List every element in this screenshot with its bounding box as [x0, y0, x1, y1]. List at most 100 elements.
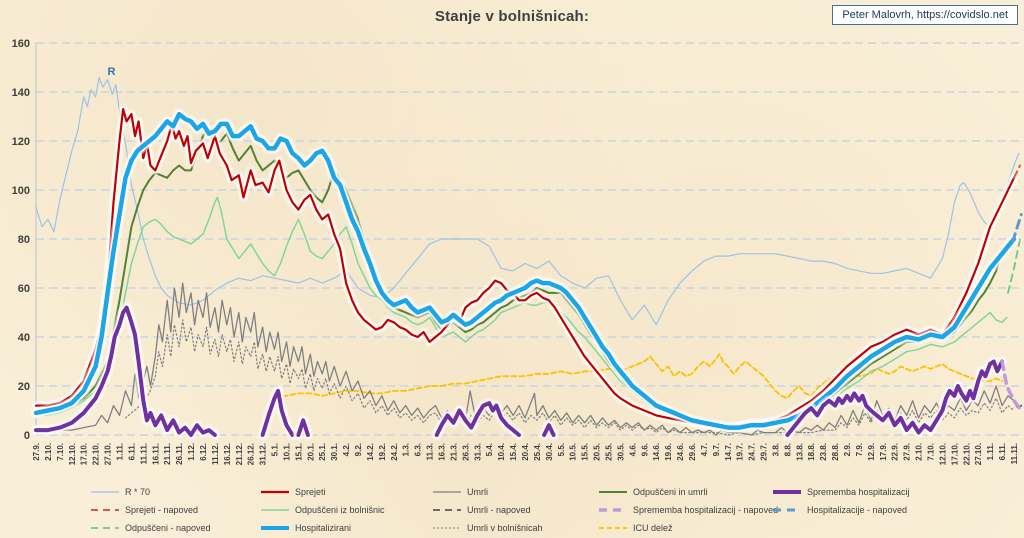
x-axis-tick-label: 25.4.	[533, 443, 542, 461]
x-axis-tick-label: 30.4.	[545, 443, 554, 461]
legend-label: Sprememba hospitalizacij	[807, 487, 910, 497]
x-axis-tick-label: 16.3.	[438, 443, 447, 461]
legend-label: Odpuščeni in umrli	[633, 487, 708, 497]
legend-swatch-odpusceni_in_umrli	[599, 491, 627, 493]
x-axis-tick-label: 31.12.	[259, 443, 268, 465]
legend-item-odpusceni_in_umrli: Odpuščeni in umrli	[598, 483, 772, 501]
x-axis-tick-label: 29.6.	[688, 443, 697, 461]
x-axis-tick-label: 19.2.	[378, 443, 387, 461]
x-axis-tick-label: 1.3.	[402, 443, 411, 456]
x-axis-tick-label: 4.7.	[700, 443, 709, 456]
x-axis-tick-label: 30.5.	[616, 443, 625, 461]
legend-item-sprejeti_napoved: Sprejeti - napoved	[90, 501, 260, 519]
x-axis-tick-label: 22.10.	[92, 443, 101, 465]
y-axis-tick-label: 120	[12, 136, 30, 148]
x-axis-tick-label: 1.11.	[115, 443, 124, 460]
x-axis-tick-label: 14.2.	[366, 443, 375, 461]
legend-label: Sprejeti	[295, 487, 326, 497]
legend-label: Hospitalizirani	[295, 523, 352, 533]
x-axis-tick-label: 10.5.	[569, 443, 578, 461]
legend-swatch-umrli_v_boln	[433, 527, 461, 529]
legend-swatch-umrli	[433, 491, 461, 493]
series-line-sprememba	[785, 359, 1005, 437]
x-axis-tick-label: 17.10.	[950, 443, 959, 465]
r-annotation: R	[108, 66, 116, 78]
x-axis-tick-label: 10.4.	[497, 443, 506, 461]
x-axis-tick-label: 9.6.	[640, 443, 649, 456]
series-glow	[32, 110, 1018, 432]
x-axis-tick-label: 16.11.	[151, 443, 160, 465]
x-axis-tick-label: 27.10.	[974, 443, 983, 465]
legend-label: Odpuščeni iz bolnišnic	[295, 505, 385, 515]
x-axis-tick-label: 4.6.	[628, 443, 637, 456]
legend-label: Odpuščeni - napoved	[125, 523, 211, 533]
chart-title: Stanje v bolnišnicah:	[434, 8, 590, 25]
legend-item-sprejeti: Sprejeti	[260, 483, 432, 501]
legend-item-umrli: Umrli	[432, 483, 598, 501]
legend-item-odpusceni_napoved: Odpuščeni - napoved	[90, 519, 260, 537]
x-axis-tick-label: 17.10.	[80, 443, 89, 465]
x-axis-tick-label: 24.6.	[676, 443, 685, 461]
x-axis-tick-label: 30.1.	[330, 443, 339, 461]
legend-label: Umrli v bolnišnicah	[467, 523, 543, 533]
x-axis-tick-label: 12.10.	[938, 443, 947, 465]
x-axis-tick-label: 11.11.	[1010, 443, 1019, 464]
y-axis-tick-label: 160	[12, 38, 30, 50]
x-axis-tick-label: 5.4.	[485, 443, 494, 456]
x-axis-tick-label: 21.3.	[449, 443, 458, 461]
legend-item-hospitalizirani: Hospitalizirani	[260, 519, 432, 537]
y-axis-tick-label: 140	[12, 87, 30, 99]
x-axis-tick-label: 27.9.	[903, 443, 912, 461]
x-axis-tick-label: 1.12.	[187, 443, 196, 461]
x-axis-tick-label: 9.2.	[354, 443, 363, 456]
legend-swatch-umrli_napoved	[433, 509, 461, 511]
legend-swatch-hosp_napoved	[773, 508, 801, 512]
legend-swatch-sprememba_napoved	[599, 508, 627, 512]
legend-swatch-hospitalizirani	[261, 526, 289, 530]
x-axis-tick-label: 3.8.	[771, 443, 780, 456]
series-glow	[33, 106, 1017, 431]
legend-swatch-odpusceni_napoved	[91, 527, 119, 529]
x-axis-tick-label: 27.9.	[32, 443, 41, 461]
series-glow	[30, 302, 221, 441]
legend-label: Umrli - napoved	[467, 505, 531, 515]
legend-label: R * 70	[125, 487, 151, 497]
series-line-sprejeti_napoved	[1013, 164, 1021, 179]
y-axis-tick-label: 80	[18, 234, 30, 246]
series-glow	[30, 108, 1020, 434]
x-axis-tick-label: 5.1.	[271, 443, 280, 456]
legend-label: Sprememba hospitalizacij - napoved	[633, 505, 779, 515]
x-axis-tick-label: 20.4.	[521, 443, 530, 461]
x-axis-tick-label: 10.1.	[282, 443, 291, 461]
series-line-sprememba	[296, 418, 310, 437]
y-axis-tick-label: 40	[18, 332, 30, 344]
series-line-sprememba	[260, 388, 295, 437]
legend-label: Umrli	[467, 487, 488, 497]
y-axis-tick-label: 60	[18, 283, 30, 295]
legend-label: Sprejeti - napoved	[125, 505, 199, 515]
legend-item-umrli_v_boln: Umrli v bolnišnicah	[432, 519, 598, 537]
x-axis-tick-label: 11.11.	[139, 443, 148, 464]
x-axis-tick-label: 18.8.	[807, 443, 816, 461]
x-axis-tick-label: 6.11.	[998, 443, 1007, 460]
x-axis-tick-label: 27.10.	[104, 443, 113, 465]
legend-column: R * 70 Sprejeti - napoved Odpuščeni - napo…	[90, 483, 260, 537]
legend-swatch-odpusceni	[261, 509, 289, 511]
x-axis-tick-label: 25.1.	[318, 443, 327, 461]
x-axis-tick-label: 17.9.	[879, 443, 888, 461]
x-axis-tick-label: 23.8.	[819, 443, 828, 461]
legend-column: Sprememba hospitalizacij Hospitalizacije …	[772, 483, 932, 537]
legend-swatch-sprememba	[773, 490, 801, 494]
x-axis-tick-label: 4.2.	[342, 443, 351, 456]
legend-swatch-sprejeti_napoved	[91, 509, 119, 511]
series-line-umrli_v_boln	[124, 319, 1015, 436]
x-axis-tick-label: 7.10.	[56, 443, 65, 461]
x-axis-tick-label: 29.7.	[760, 443, 769, 461]
x-axis-tick-label: 2.9.	[843, 443, 852, 456]
x-axis-tick-label: 19.6.	[664, 443, 673, 461]
x-axis-tick-label: 20.1.	[306, 443, 315, 461]
series-line-icu	[273, 353, 1003, 400]
x-axis-tick-label: 7.10.	[927, 443, 936, 461]
x-axis-tick-label: 24.7.	[748, 443, 757, 461]
